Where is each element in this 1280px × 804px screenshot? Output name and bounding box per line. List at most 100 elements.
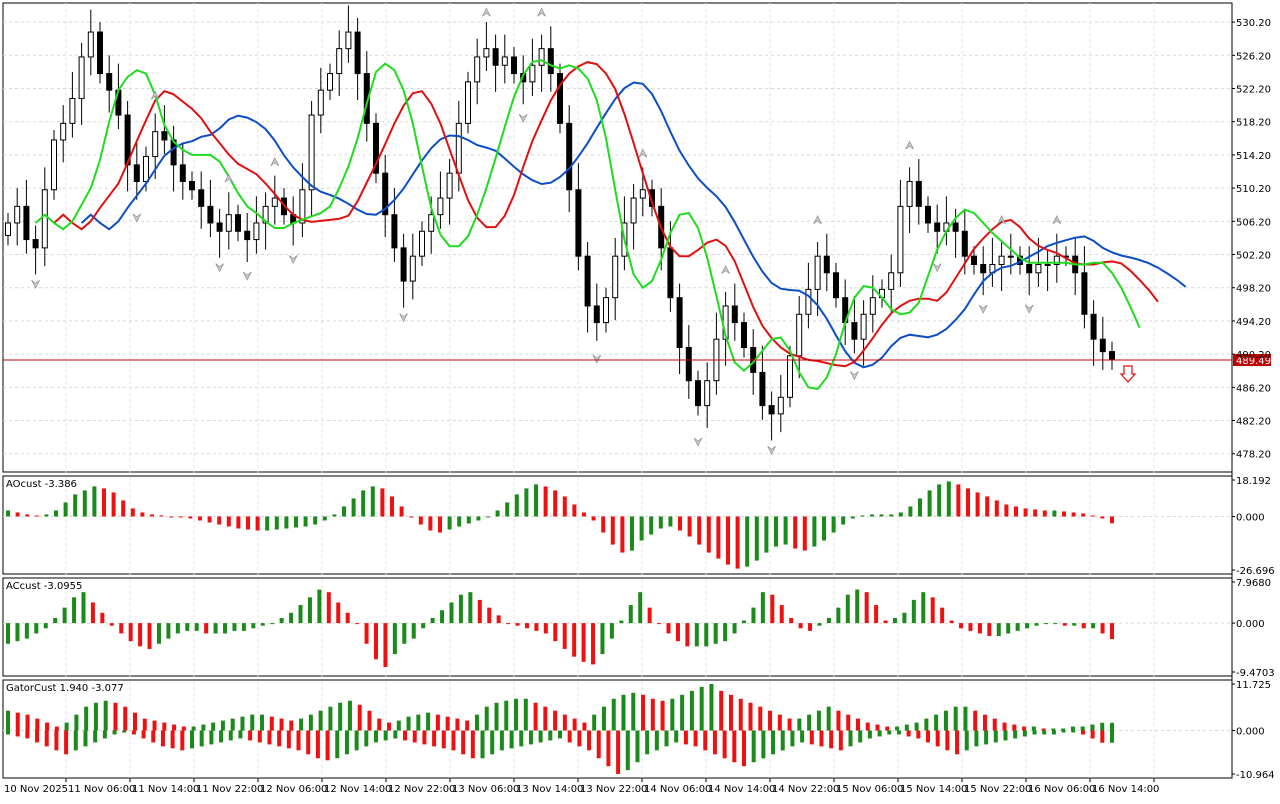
ao-bar xyxy=(898,512,903,517)
gator-upper-bar xyxy=(260,714,265,731)
ac-bar xyxy=(468,592,473,624)
candle-body xyxy=(961,230,968,257)
candle-body xyxy=(262,205,269,224)
gator-lower-bar xyxy=(858,730,863,743)
gator-upper-bar xyxy=(113,702,118,731)
gator-lower-bar xyxy=(219,730,224,743)
gator-upper-bar xyxy=(982,714,987,731)
ao-bar xyxy=(505,502,510,517)
fractal-up-icon xyxy=(482,7,491,17)
gator-upper-bar xyxy=(1061,728,1066,731)
gator-lower-bar xyxy=(703,730,708,751)
gator-lower-bar xyxy=(906,730,911,737)
gator-upper-bar xyxy=(1041,728,1046,731)
gator-lower-bar xyxy=(451,730,456,751)
ao-bar xyxy=(457,516,462,527)
gator-lower-bar xyxy=(267,730,272,745)
gator-lower-bar xyxy=(1032,730,1037,735)
gator-lower-bar xyxy=(296,730,301,751)
gator-upper-bar xyxy=(650,698,655,731)
candle-body xyxy=(685,346,692,382)
ac-bar xyxy=(647,607,652,624)
gator-upper-bar xyxy=(279,718,284,731)
ao-bar xyxy=(1014,506,1018,517)
gator-upper-bar xyxy=(826,706,831,731)
indicator-tick-label: 11.725 xyxy=(1236,680,1271,691)
candle-body xyxy=(216,222,223,232)
ao-bar xyxy=(111,492,116,517)
candle-body xyxy=(575,189,582,257)
ac-bar xyxy=(977,623,982,634)
gator-upper-bar xyxy=(152,720,157,731)
time-axis-label: 12 Nov 22:00 xyxy=(388,784,455,795)
gator-upper-bar xyxy=(1012,724,1017,731)
ao-bar xyxy=(706,516,711,553)
ao-bar xyxy=(447,516,452,530)
ao-bar xyxy=(956,484,961,517)
candle-body xyxy=(133,164,140,182)
ao-bar xyxy=(236,516,241,529)
gator-lower-bar xyxy=(480,730,485,759)
ao-bar xyxy=(1042,510,1047,517)
fractal-down-icon xyxy=(399,313,408,323)
gator-lower-bar xyxy=(499,730,504,751)
ac-bar xyxy=(1072,623,1077,626)
gator-upper-bar xyxy=(885,726,890,731)
time-axis-label: 14 Nov 22:00 xyxy=(772,784,839,795)
candle-body xyxy=(639,189,646,199)
gator-upper-bar xyxy=(855,718,860,731)
ao-bar xyxy=(102,488,106,517)
gator-upper-bar xyxy=(181,726,186,731)
gator-upper-bar xyxy=(865,722,870,731)
fractal-down-icon xyxy=(215,263,224,273)
candle-body xyxy=(207,205,214,224)
gator-upper-bar xyxy=(914,722,919,731)
ac-bar xyxy=(808,623,813,631)
fractal-up-icon xyxy=(1052,215,1062,225)
candle-body xyxy=(566,122,573,191)
candle-body xyxy=(179,164,186,182)
gator-upper-bar xyxy=(748,702,753,731)
ao-bar xyxy=(783,516,788,545)
gator-upper-bar xyxy=(592,714,597,731)
candle-body xyxy=(998,255,1005,265)
gator-upper-bar xyxy=(953,706,958,731)
ao-bar xyxy=(15,512,20,517)
ac-bar xyxy=(628,605,633,624)
gator-upper-bar xyxy=(836,710,841,731)
ao-bar xyxy=(476,516,481,521)
ac-bar xyxy=(1081,623,1086,629)
ao-bar xyxy=(764,516,769,553)
candle-body xyxy=(1090,313,1097,340)
ac-bar xyxy=(855,589,860,624)
candle-body xyxy=(860,313,867,340)
gator-upper-bar xyxy=(220,720,225,731)
price-tick-label: 478.20 xyxy=(1236,450,1271,461)
time-axis-label: 16 Nov 06:00 xyxy=(1028,784,1095,795)
gator-lower-bar xyxy=(131,730,136,735)
ac-bar xyxy=(1091,623,1096,629)
gator-lower-bar xyxy=(151,730,156,743)
gator-lower-bar xyxy=(809,730,814,745)
gator-lower-bar xyxy=(315,730,320,759)
ao-bar xyxy=(716,516,721,559)
gator-lower-bar xyxy=(1051,730,1056,735)
ac-bar xyxy=(1110,623,1114,640)
ao-bar xyxy=(812,516,817,547)
ao-bar xyxy=(418,516,423,525)
gator-lower-bar xyxy=(645,730,650,755)
candle-body xyxy=(225,214,232,232)
gator-upper-bar xyxy=(191,726,196,731)
ac-bar xyxy=(968,623,973,631)
gator-upper-bar xyxy=(35,718,40,731)
ac-bar xyxy=(949,620,954,624)
ac-bar xyxy=(770,594,775,624)
time-axis-label: 14 Nov 06:00 xyxy=(644,784,711,795)
gator-upper-bar xyxy=(621,694,626,731)
price-tick-label: 526.20 xyxy=(1236,51,1271,62)
candle-body xyxy=(547,48,554,75)
gator-lower-bar xyxy=(558,730,562,739)
ac-bar xyxy=(911,599,916,624)
